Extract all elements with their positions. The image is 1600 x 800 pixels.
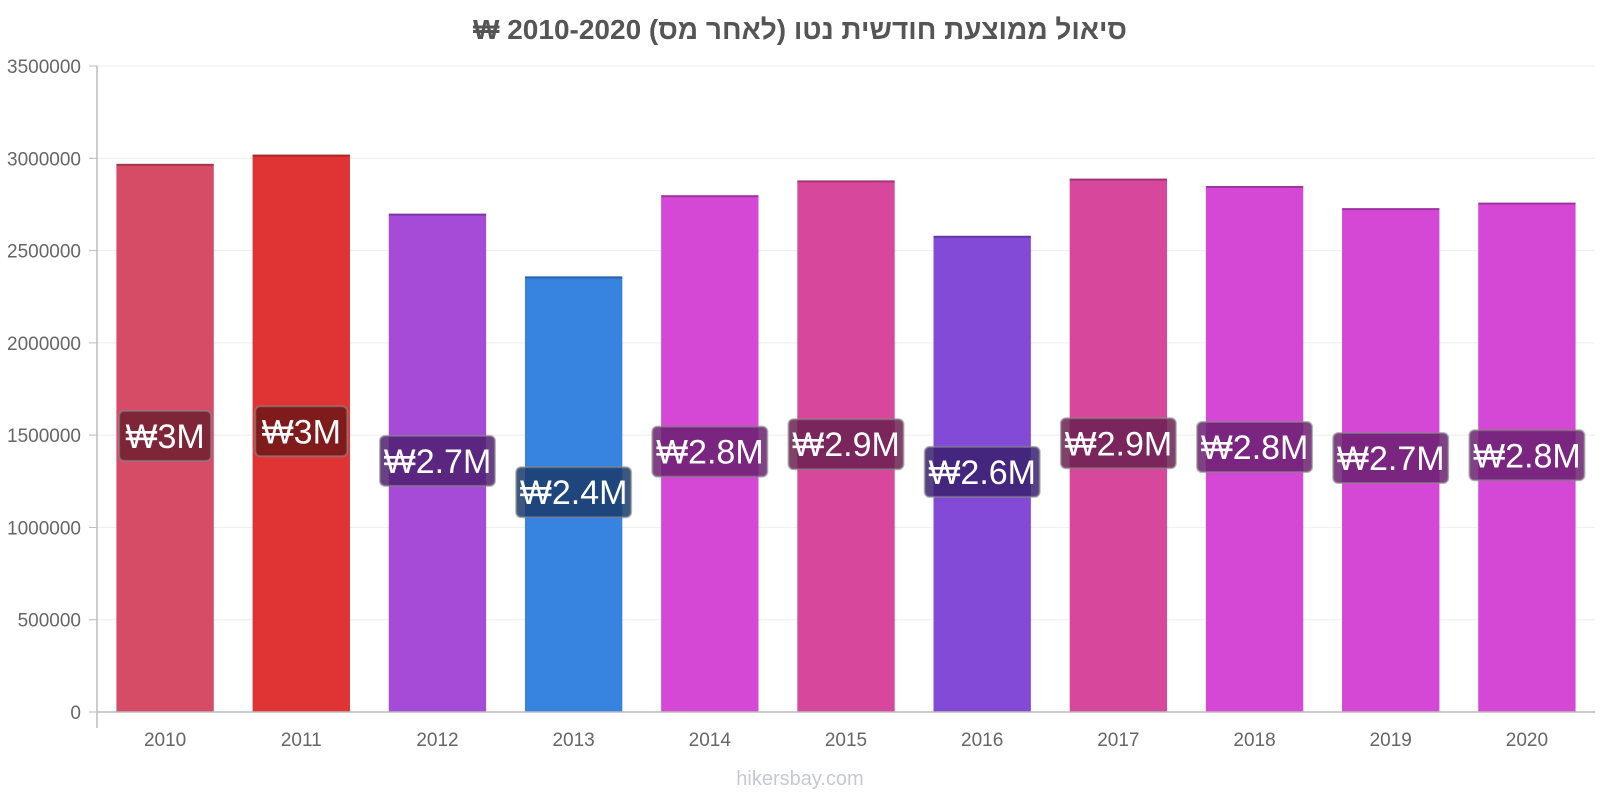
x-tick-label: 2017	[1097, 730, 1139, 751]
axes: 0 500000 1000000 1500000 2000000 2500000 30000…	[7, 57, 1595, 751]
data-label: ₩2.9M	[792, 426, 900, 464]
data-label: ₩2.8M	[1473, 437, 1581, 475]
x-tick-label: 2016	[961, 730, 1003, 751]
x-tick-label: 2015	[825, 730, 867, 751]
data-label-box	[1468, 429, 1586, 482]
data-label: ₩2.7M	[1337, 440, 1445, 478]
data-label: ₩2.8M	[1201, 429, 1309, 467]
watermark: hikersbay.com	[736, 768, 864, 790]
y-tick-label: 3000000	[7, 149, 81, 170]
data-label-box	[1059, 417, 1177, 470]
data-label: ₩3M	[262, 413, 341, 451]
data-label-box	[378, 434, 496, 487]
chart-title: סיאול ממוצעת חודשית נטו (לאחר מס) 2010-2…	[473, 14, 1127, 45]
data-label: ₩3M	[125, 418, 204, 456]
x-tick-label: 2019	[1370, 730, 1412, 751]
data-label-box	[787, 418, 905, 471]
data-label: ₩2.4M	[520, 474, 628, 512]
y-tick-label: 2500000	[7, 242, 81, 263]
data-label-box	[923, 445, 1041, 498]
x-tick-label: 2013	[552, 730, 594, 751]
y-tick-label: 2000000	[7, 334, 81, 355]
data-label-box	[118, 409, 213, 462]
data-label-box	[1332, 432, 1450, 485]
data-label: ₩2.9M	[1065, 425, 1173, 463]
data-label-box	[254, 405, 349, 458]
data-label-box	[1196, 420, 1314, 473]
y-tick-label: 500000	[18, 611, 81, 632]
x-tick-label: 2018	[1233, 730, 1275, 751]
data-labels: ₩3M ₩3M ₩2.7M ₩2.4M ₩2.8M ₩2.9M ₩2.6M ₩2.9M ₩2.8…	[118, 405, 1586, 519]
data-label: ₩2.7M	[384, 443, 492, 481]
x-tick-label: 2010	[144, 730, 186, 751]
y-tick-label: 3500000	[7, 57, 81, 78]
data-label: ₩2.6M	[928, 454, 1036, 492]
data-label-box	[515, 466, 633, 519]
x-tick-label: 2012	[416, 730, 458, 751]
y-tick-label: 0	[70, 703, 81, 724]
y-tick-label: 1500000	[7, 426, 81, 447]
y-tick-label: 1000000	[7, 518, 81, 539]
x-tick-label: 2020	[1506, 730, 1548, 751]
data-label-box	[651, 425, 769, 478]
x-tick-label: 2011	[281, 730, 322, 751]
data-label: ₩2.8M	[656, 434, 764, 472]
x-tick-label: 2014	[689, 730, 732, 751]
